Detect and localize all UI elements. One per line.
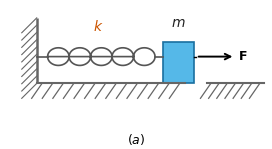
Text: $k$: $k$ bbox=[93, 19, 103, 34]
Bar bbox=[163, 42, 194, 83]
Text: $(a)$: $(a)$ bbox=[127, 132, 145, 147]
Text: $m$: $m$ bbox=[171, 16, 186, 30]
Text: $\mathbf{F}$: $\mathbf{F}$ bbox=[238, 50, 248, 63]
